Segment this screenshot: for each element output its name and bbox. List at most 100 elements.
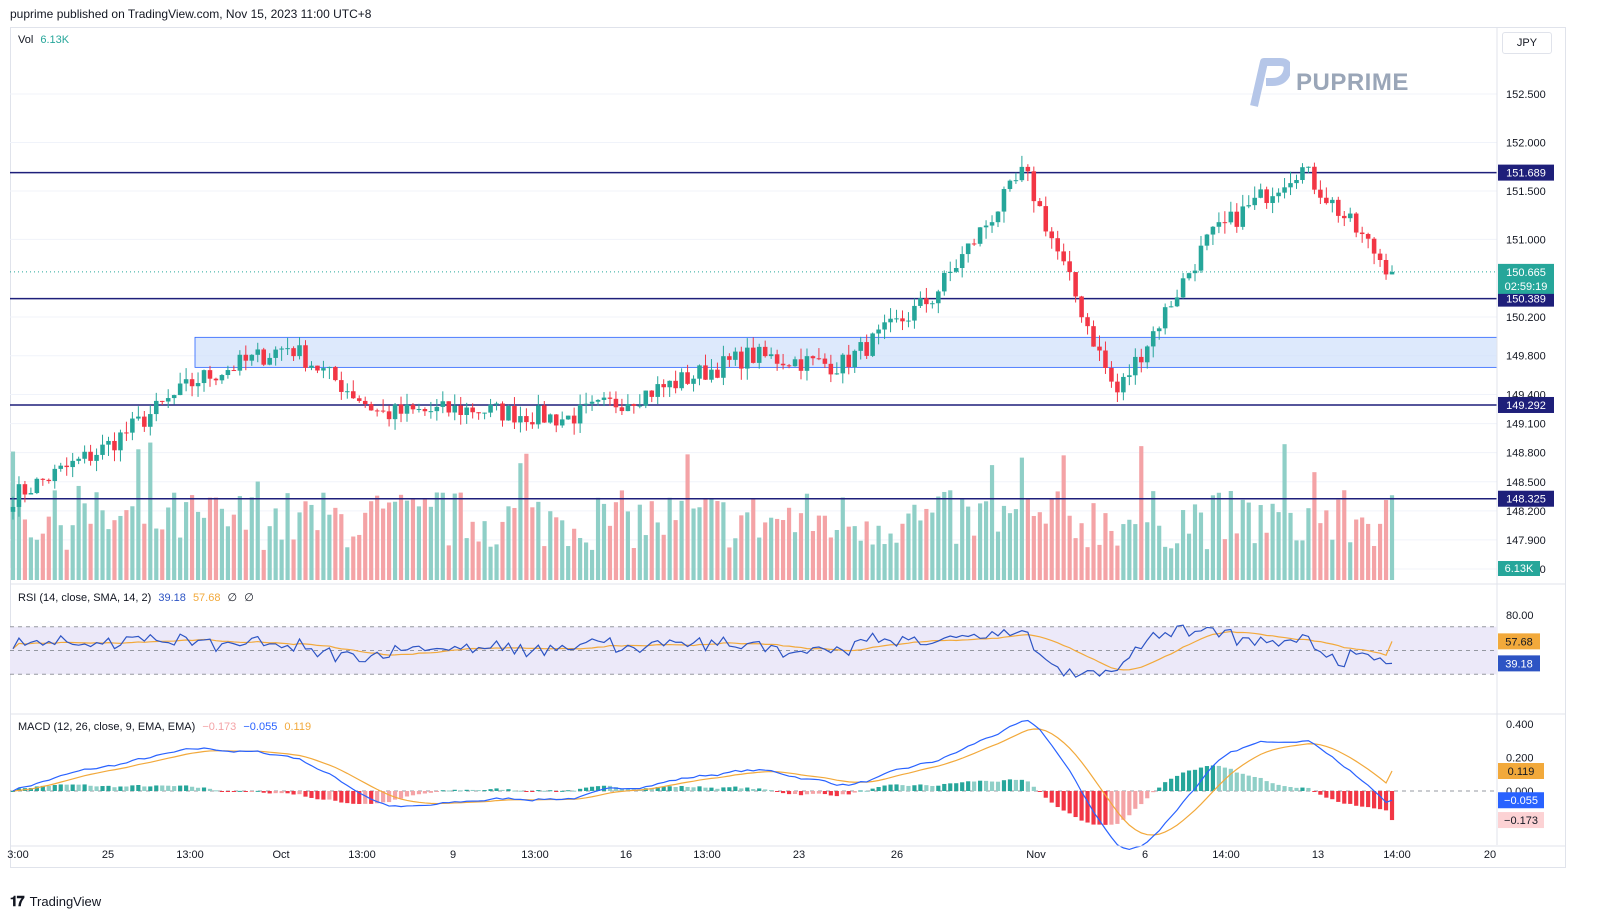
- macd-histogram-bar: [1157, 787, 1162, 791]
- macd-histogram-bar: [136, 785, 141, 791]
- tradingview-footer[interactable]: 𝟏𝟕 TradingView: [10, 893, 101, 910]
- volume-bar: [667, 497, 672, 580]
- candle-body: [1294, 179, 1299, 184]
- candle-body: [1336, 199, 1341, 216]
- candle-body: [231, 370, 237, 372]
- candle-body: [1270, 196, 1275, 204]
- candle-body: [607, 397, 613, 399]
- volume-bar: [1085, 547, 1090, 580]
- candle-body: [542, 405, 547, 423]
- candle-body: [100, 444, 105, 455]
- candle-body: [58, 465, 64, 469]
- candle-body: [703, 365, 708, 380]
- candle-body: [1127, 375, 1132, 377]
- volume-bar: [512, 507, 517, 580]
- candle-body: [512, 406, 517, 423]
- volume-bar: [613, 502, 619, 580]
- volume-bar: [398, 494, 404, 580]
- currency-button[interactable]: JPY: [1502, 32, 1552, 54]
- macd-histogram-bar: [560, 790, 565, 792]
- volume-bar: [52, 490, 57, 580]
- candle-body: [482, 412, 487, 414]
- candle-body: [906, 320, 911, 322]
- macd-histogram-bar: [1109, 791, 1114, 825]
- macd-histogram-bar: [500, 789, 505, 791]
- volume-bar: [410, 498, 416, 580]
- volume-bar: [357, 534, 362, 580]
- volume-bar: [1228, 491, 1233, 580]
- volume-bar: [1163, 546, 1168, 580]
- volume-bar: [1276, 512, 1281, 580]
- macd-histogram-bar: [70, 784, 75, 791]
- candle-body: [1139, 356, 1144, 363]
- volume-bar: [1115, 545, 1120, 580]
- volume-value: 6.13K: [40, 34, 70, 46]
- volume-bar: [1348, 542, 1353, 580]
- rsi-value: 39.18: [158, 592, 186, 604]
- volume-bar: [1198, 512, 1204, 580]
- volume-legend: Vol 6.13K: [18, 34, 69, 46]
- volume-bar: [900, 523, 905, 580]
- candle-body: [321, 368, 326, 371]
- macd-histogram-bar: [124, 786, 129, 791]
- macd-histogram-bar: [1079, 791, 1084, 821]
- candle-body: [386, 411, 392, 420]
- macd-histogram-bar: [339, 791, 344, 803]
- macd-histogram-bar: [416, 791, 422, 795]
- volume-bar: [1019, 457, 1024, 580]
- volume-value-tag-text: 6.13K: [1505, 563, 1534, 575]
- candle-body: [488, 404, 493, 413]
- macd-histogram-bar: [942, 783, 947, 791]
- volume-bar: [440, 492, 445, 580]
- volume-bar: [858, 540, 863, 580]
- volume-bar: [470, 521, 475, 580]
- macd-histogram-bar: [918, 784, 923, 791]
- candle-body: [1067, 261, 1072, 273]
- volume-bar: [1073, 538, 1078, 580]
- macd-histogram-bar: [804, 791, 810, 795]
- candle-body: [422, 409, 428, 412]
- macd-histogram-bar: [1288, 787, 1293, 791]
- macd-histogram-bar: [1252, 776, 1257, 791]
- volume-bar: [1383, 500, 1389, 580]
- macd-histogram-bar: [966, 781, 971, 791]
- macd-histogram-bar: [1061, 791, 1066, 811]
- macd-histogram-bar: [1192, 769, 1198, 791]
- volume-bar: [978, 503, 983, 580]
- volume-bar: [189, 495, 195, 580]
- macd-histogram-bar: [351, 791, 356, 804]
- volume-bar: [607, 525, 613, 580]
- macd-histogram-bar: [607, 785, 613, 791]
- volume-bar: [757, 537, 762, 580]
- volume-bar: [500, 521, 505, 580]
- volume-bar: [243, 529, 248, 580]
- volume-bar: [1067, 515, 1072, 580]
- candle-body: [1192, 270, 1198, 274]
- candle-body: [1186, 273, 1192, 279]
- volume-bar: [172, 492, 177, 580]
- candle-body: [637, 405, 643, 407]
- price-axis-tick: 150.200: [1506, 312, 1546, 324]
- macd-histogram-bar: [757, 788, 762, 791]
- volume-bar: [458, 492, 463, 580]
- volume-bar: [1121, 524, 1126, 580]
- macd-histogram-bar: [482, 790, 487, 792]
- macd-histogram-bar: [1085, 791, 1090, 823]
- candle-body: [16, 484, 22, 507]
- volume-bar: [601, 503, 607, 580]
- candle-body: [470, 407, 475, 413]
- macd-histogram-bar: [285, 791, 290, 794]
- macd-histogram-bar: [685, 786, 690, 791]
- macd-histogram-bar: [16, 788, 22, 791]
- macd-line-value: −0.055: [243, 721, 278, 733]
- candle-body: [291, 348, 296, 357]
- macd-histogram-bar: [494, 788, 499, 791]
- volume-bar: [261, 549, 266, 580]
- macd-histogram-bar: [422, 791, 427, 794]
- macd-histogram-bar: [106, 785, 111, 791]
- macd-histogram-bar: [172, 786, 177, 791]
- volume-bar: [709, 499, 714, 580]
- macd-histogram-bar: [792, 791, 798, 795]
- volume-bar: [375, 495, 380, 580]
